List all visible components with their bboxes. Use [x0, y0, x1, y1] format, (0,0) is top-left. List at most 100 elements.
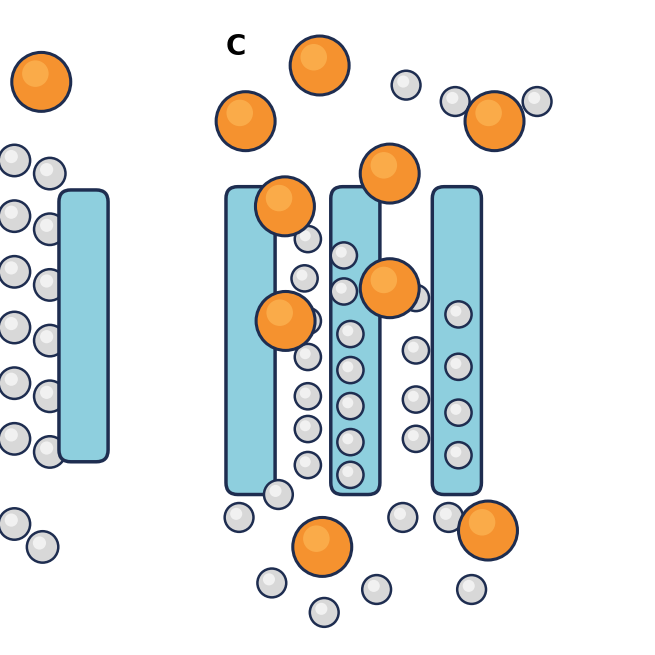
Circle shape — [315, 603, 328, 615]
Circle shape — [297, 270, 307, 280]
Circle shape — [263, 573, 275, 586]
Circle shape — [343, 362, 353, 372]
Circle shape — [360, 144, 419, 203]
Circle shape — [458, 501, 517, 560]
Circle shape — [300, 388, 310, 398]
Circle shape — [12, 52, 71, 111]
Circle shape — [34, 269, 66, 301]
Circle shape — [445, 442, 472, 468]
Circle shape — [523, 87, 552, 116]
Circle shape — [5, 150, 18, 163]
Circle shape — [33, 536, 46, 550]
Circle shape — [337, 321, 364, 347]
Circle shape — [403, 386, 429, 413]
Circle shape — [300, 348, 310, 359]
Circle shape — [225, 503, 253, 532]
Circle shape — [446, 92, 458, 104]
Circle shape — [394, 508, 406, 520]
Circle shape — [34, 381, 66, 412]
Circle shape — [367, 580, 380, 592]
Circle shape — [408, 391, 419, 402]
Circle shape — [392, 71, 421, 100]
Circle shape — [528, 92, 540, 104]
Circle shape — [445, 301, 472, 328]
Circle shape — [343, 466, 353, 477]
Circle shape — [445, 400, 472, 426]
Circle shape — [331, 242, 357, 269]
Circle shape — [266, 185, 292, 212]
Circle shape — [34, 158, 66, 189]
Circle shape — [371, 152, 397, 179]
Circle shape — [441, 87, 470, 116]
Circle shape — [293, 517, 352, 576]
FancyBboxPatch shape — [432, 187, 481, 495]
Circle shape — [445, 354, 472, 380]
Circle shape — [256, 291, 315, 350]
Circle shape — [300, 231, 310, 241]
Circle shape — [434, 503, 463, 532]
Circle shape — [476, 100, 502, 126]
Circle shape — [269, 485, 282, 497]
Circle shape — [295, 416, 321, 442]
Circle shape — [22, 60, 48, 87]
Circle shape — [227, 100, 253, 126]
FancyBboxPatch shape — [59, 190, 108, 462]
Circle shape — [291, 265, 318, 291]
Circle shape — [300, 312, 310, 323]
Circle shape — [40, 274, 53, 288]
Circle shape — [462, 580, 475, 592]
Circle shape — [5, 428, 18, 441]
Circle shape — [0, 312, 30, 343]
Circle shape — [0, 200, 30, 232]
Circle shape — [301, 44, 327, 71]
Circle shape — [34, 214, 66, 245]
Circle shape — [388, 503, 417, 532]
Circle shape — [331, 278, 357, 305]
Circle shape — [451, 358, 461, 369]
Circle shape — [5, 514, 18, 527]
Circle shape — [451, 306, 461, 316]
Circle shape — [310, 598, 339, 627]
Circle shape — [5, 206, 18, 219]
Circle shape — [408, 290, 419, 300]
Circle shape — [34, 325, 66, 356]
Circle shape — [0, 423, 30, 455]
Circle shape — [40, 163, 53, 176]
Text: C: C — [226, 33, 246, 61]
Circle shape — [343, 326, 353, 336]
FancyBboxPatch shape — [331, 187, 380, 495]
Circle shape — [295, 452, 321, 478]
Circle shape — [300, 421, 310, 431]
Circle shape — [343, 434, 353, 444]
Circle shape — [216, 92, 275, 151]
Circle shape — [408, 342, 419, 352]
Circle shape — [403, 426, 429, 452]
Circle shape — [0, 145, 30, 176]
Circle shape — [457, 575, 486, 604]
FancyBboxPatch shape — [226, 187, 275, 495]
Circle shape — [290, 36, 349, 95]
Circle shape — [397, 75, 409, 88]
Circle shape — [40, 219, 53, 232]
Circle shape — [40, 441, 53, 455]
Circle shape — [5, 373, 18, 386]
Circle shape — [343, 398, 353, 408]
Circle shape — [0, 367, 30, 399]
Circle shape — [295, 383, 321, 409]
Circle shape — [0, 256, 30, 288]
Circle shape — [360, 259, 419, 318]
Circle shape — [440, 508, 452, 520]
Circle shape — [371, 267, 397, 293]
Circle shape — [337, 393, 364, 419]
Circle shape — [403, 337, 429, 364]
Circle shape — [451, 447, 461, 457]
Circle shape — [469, 509, 495, 536]
Circle shape — [303, 525, 329, 552]
Circle shape — [230, 508, 242, 520]
Circle shape — [0, 508, 30, 540]
Circle shape — [337, 429, 364, 455]
Circle shape — [5, 261, 18, 274]
Circle shape — [5, 317, 18, 330]
Circle shape — [465, 92, 524, 151]
Circle shape — [295, 226, 321, 252]
